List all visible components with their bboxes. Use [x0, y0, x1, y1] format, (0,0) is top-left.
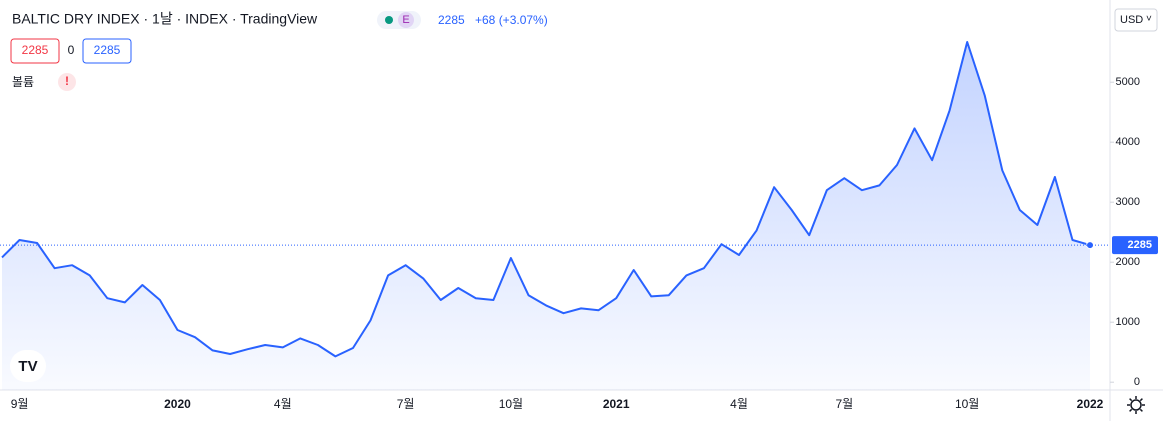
y-tick-label: 0 — [1134, 376, 1140, 388]
volume-label: 볼륨 — [12, 75, 34, 89]
x-tick-label: 2022 — [1077, 397, 1104, 411]
chart-title: BALTIC DRY INDEX · 1날 · INDEX · TradingV… — [12, 11, 318, 27]
x-tick-label: 2021 — [603, 397, 630, 411]
last-price-label: 2285 — [1128, 239, 1152, 251]
gear-teeth[interactable] — [1127, 396, 1145, 414]
y-tick-label: 4000 — [1116, 136, 1140, 148]
price-line — [1, 41, 1091, 358]
status-dot — [385, 16, 393, 24]
open-box — [10, 38, 60, 64]
currency[interactable]: USD — [1120, 14, 1143, 26]
last-quote: 2285 — [438, 13, 465, 27]
x-tick-label: 10월 — [955, 397, 979, 411]
x-tick-label: 7월 — [397, 397, 415, 411]
x-tick-label: 10월 — [499, 397, 523, 411]
settings-icon[interactable] — [1127, 396, 1145, 414]
x-tick-label: 2020 — [164, 397, 191, 411]
badge: E — [402, 14, 409, 26]
close-box — [82, 38, 132, 64]
x-tick-label: 4월 — [274, 397, 292, 411]
badge-bg — [398, 12, 414, 28]
y-tick-label: 3000 — [1116, 196, 1140, 208]
open-value: 2285 — [22, 43, 49, 57]
gear-ring[interactable] — [1130, 399, 1142, 411]
currency-button[interactable] — [1114, 8, 1158, 32]
last-price-box — [1112, 236, 1158, 255]
currency-caret[interactable]: ˅ — [1146, 14, 1152, 25]
y-tick-label: 5000 — [1116, 76, 1140, 88]
spread-value: 0 — [68, 43, 75, 57]
y-tick-label: 2000 — [1116, 256, 1140, 268]
change: +68 (+3.07%) — [475, 13, 548, 27]
area-fill — [2, 42, 1090, 390]
logo[interactable]: TV — [18, 358, 37, 375]
x-tick-label: 4월 — [730, 397, 748, 411]
x-tick-label: 9월 — [11, 397, 29, 411]
warning-bg[interactable] — [58, 73, 76, 91]
warning[interactable]: ! — [65, 74, 69, 88]
logo-bg[interactable] — [10, 350, 46, 382]
plot — [0, 41, 1110, 390]
y-tick-label: 1000 — [1116, 316, 1140, 328]
x-tick-label: 7월 — [835, 397, 853, 411]
close-value: 2285 — [94, 43, 121, 57]
